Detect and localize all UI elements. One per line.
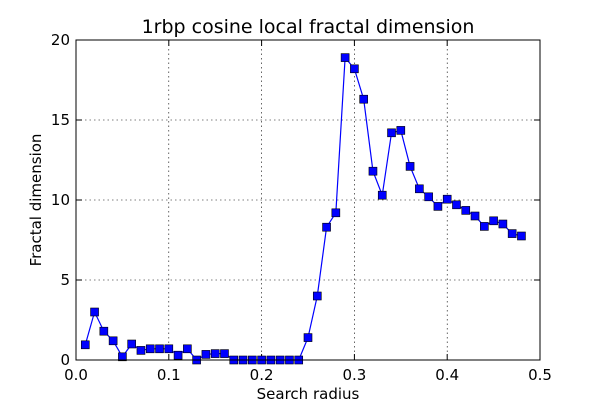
data-point-marker xyxy=(331,208,341,218)
data-point-marker xyxy=(303,333,313,342)
grid-lines xyxy=(76,40,540,360)
plot-frame xyxy=(75,39,541,361)
data-point-marker xyxy=(340,53,350,62)
data-point-marker xyxy=(405,162,415,171)
data-point-marker xyxy=(368,166,378,176)
y-tick-labels: 0 5 10 15 20 xyxy=(51,31,70,369)
x-tick-label: 0.3 xyxy=(342,366,366,384)
data-point-marker xyxy=(136,346,146,355)
data-point-marker xyxy=(452,200,461,210)
data-point-marker xyxy=(201,350,211,359)
data-point-marker xyxy=(461,206,471,215)
data-point-marker xyxy=(90,307,99,317)
data-point-marker xyxy=(127,339,136,349)
data-point-marker xyxy=(433,202,443,211)
x-tick-labels: 0.0 0.1 0.2 0.3 0.4 0.5 xyxy=(64,366,552,384)
x-axis-label: Search radius xyxy=(257,385,360,400)
y-axis-label: Fractal dimension xyxy=(27,134,45,267)
data-point-marker xyxy=(220,349,229,358)
y-tick-label: 15 xyxy=(51,111,70,129)
data-point-marker xyxy=(442,194,452,204)
data-point-marker xyxy=(164,344,174,354)
data-point-marker xyxy=(489,216,498,226)
y-tick-label: 10 xyxy=(51,191,70,209)
data-point-marker xyxy=(498,219,508,229)
data-point-marker xyxy=(470,211,480,221)
x-tick-label: 0.2 xyxy=(250,366,274,384)
data-point-marker xyxy=(415,184,424,194)
data-point-marker xyxy=(145,344,155,354)
data-point-marker xyxy=(99,326,109,336)
data-point-marker xyxy=(322,222,331,232)
data-point-marker xyxy=(173,350,183,360)
data-point-marker xyxy=(183,344,192,354)
data-point-marker xyxy=(507,229,517,238)
y-tick-label: 0 xyxy=(60,351,70,369)
data-point-marker xyxy=(312,291,322,301)
data-point-marker xyxy=(377,190,387,200)
series-layer xyxy=(80,53,526,365)
data-point-marker xyxy=(108,336,118,346)
x-tick-label: 0.0 xyxy=(64,366,88,384)
data-point-marker xyxy=(350,64,359,74)
data-point-marker xyxy=(387,128,396,138)
data-point-marker xyxy=(210,349,220,358)
data-point-marker xyxy=(480,222,489,231)
data-point-marker xyxy=(517,231,526,241)
data-point-marker xyxy=(396,126,406,135)
data-point-marker xyxy=(155,344,164,354)
axis-ticks xyxy=(75,39,541,361)
y-tick-label: 20 xyxy=(51,31,70,49)
x-tick-label: 0.5 xyxy=(528,366,552,384)
data-point-marker xyxy=(118,352,127,362)
x-tick-label: 0.4 xyxy=(435,366,459,384)
chart-title: 1rbp cosine local fractal dimension xyxy=(142,16,475,38)
data-point-marker xyxy=(359,94,368,104)
data-point-marker xyxy=(424,192,433,202)
x-tick-label: 0.1 xyxy=(157,366,181,384)
data-point-marker xyxy=(80,340,90,350)
y-tick-label: 5 xyxy=(60,271,70,289)
